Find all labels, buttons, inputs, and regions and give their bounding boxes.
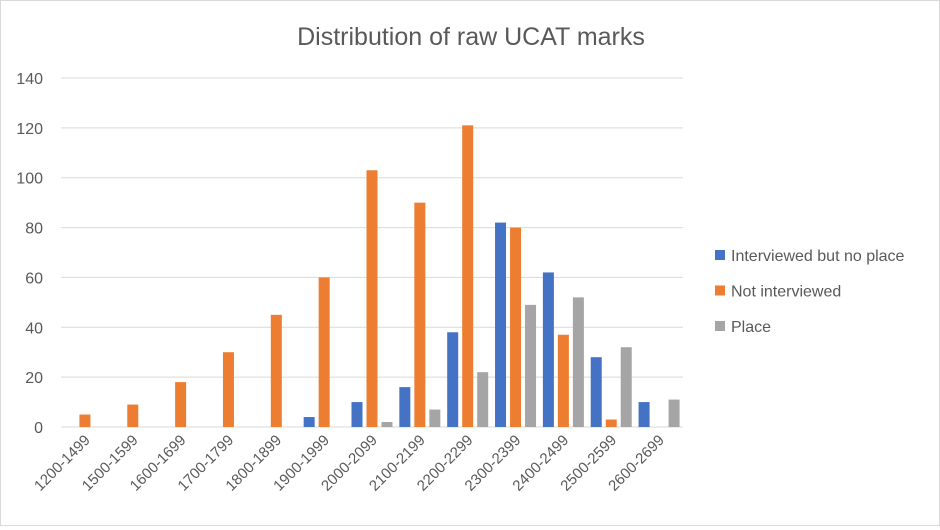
bar	[318, 277, 330, 427]
bar	[638, 402, 650, 427]
y-tick-label: 0	[34, 420, 43, 437]
bar	[495, 222, 507, 427]
bar	[127, 404, 139, 427]
y-tick-label: 40	[25, 320, 43, 337]
y-tick-label: 100	[16, 171, 43, 188]
bar	[222, 352, 234, 427]
bar	[668, 399, 680, 427]
legend-label: Interviewed but no place	[731, 248, 905, 265]
bar	[175, 382, 187, 427]
y-tick-label: 60	[25, 270, 43, 287]
legend-swatch	[715, 285, 725, 296]
bar	[590, 357, 602, 427]
y-tick-label: 140	[16, 71, 43, 88]
bar	[525, 304, 537, 427]
bar	[542, 272, 554, 427]
y-tick-label: 20	[25, 370, 43, 387]
bar	[462, 125, 474, 427]
bar	[605, 419, 617, 427]
bar	[620, 347, 632, 427]
legend-label: Not interviewed	[731, 284, 841, 301]
chart-title: Distribution of raw UCAT marks	[297, 23, 645, 51]
y-tick-label: 120	[16, 121, 43, 138]
bar	[79, 414, 91, 427]
bar	[572, 297, 584, 427]
bar	[381, 422, 393, 427]
bar	[429, 409, 441, 427]
bar	[270, 314, 282, 427]
legend-swatch	[715, 321, 725, 331]
bar	[510, 227, 522, 427]
bar	[557, 334, 569, 427]
legend-swatch	[715, 250, 725, 260]
bar	[447, 332, 459, 427]
bar	[399, 387, 411, 427]
bar	[303, 417, 315, 427]
bar	[414, 202, 426, 427]
y-tick-label: 80	[25, 221, 43, 238]
bar	[366, 170, 378, 427]
bar	[477, 372, 489, 427]
bar	[351, 402, 363, 427]
legend-label: Place	[731, 319, 771, 336]
